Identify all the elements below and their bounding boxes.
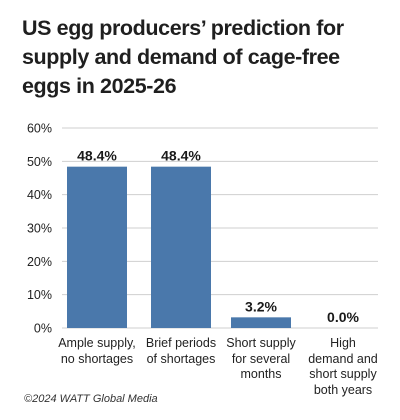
x-category-label: Ample supply, no shortages	[51, 336, 143, 367]
bar	[231, 317, 291, 328]
x-category-label-line: both years	[313, 382, 373, 397]
y-tick-label: 10%	[27, 288, 52, 302]
x-category-label-line: Brief periods	[145, 336, 217, 350]
x-category-label-line: High	[330, 336, 356, 350]
x-category-label: High demand and short supply both years	[297, 336, 389, 398]
data-label: 3.2%	[245, 298, 277, 314]
x-category-label-line: Ample supply,	[58, 336, 136, 350]
data-labels: 48.4% 48.4% 3.2% 0.0%	[77, 148, 359, 325]
x-category-label: Short supply for several months	[215, 336, 307, 383]
bars	[67, 166, 291, 328]
y-tick-label: 20%	[27, 255, 52, 269]
x-category-label-line: short supply	[309, 367, 377, 381]
x-category-label-line: for several	[231, 351, 291, 366]
x-category-label-line: no shortages	[60, 351, 134, 366]
x-category-label: Brief periods of shortages	[135, 336, 227, 367]
chart-title-line: supply and demand of cage-free	[22, 45, 340, 69]
y-tick-label: 30%	[27, 222, 52, 236]
bar	[67, 166, 127, 328]
copyright-note: ©2024 WATT Global Media	[24, 393, 158, 405]
y-tick-label: 40%	[27, 188, 52, 202]
y-tick-label: 60%	[27, 122, 52, 136]
chart-title-line: US egg producers’ prediction for	[22, 16, 344, 40]
x-category-label-line: demand and	[308, 351, 378, 366]
x-category-label-line: months	[240, 367, 282, 381]
y-axis-tick-labels: 0% 10% 20% 30% 40% 50% 60%	[27, 122, 52, 336]
data-label: 48.4%	[161, 148, 201, 164]
chart-title-line: eggs in 2025-26	[22, 74, 177, 98]
y-tick-label: 50%	[27, 155, 52, 169]
y-tick-label: 0%	[34, 322, 52, 336]
x-category-label-line: Short supply	[226, 336, 296, 350]
data-label: 0.0%	[327, 309, 359, 325]
x-category-label-line: of shortages	[146, 351, 216, 366]
bar	[151, 166, 211, 328]
data-label: 48.4%	[77, 148, 117, 164]
chart-title: US egg producers’ prediction for supply …	[22, 14, 382, 101]
